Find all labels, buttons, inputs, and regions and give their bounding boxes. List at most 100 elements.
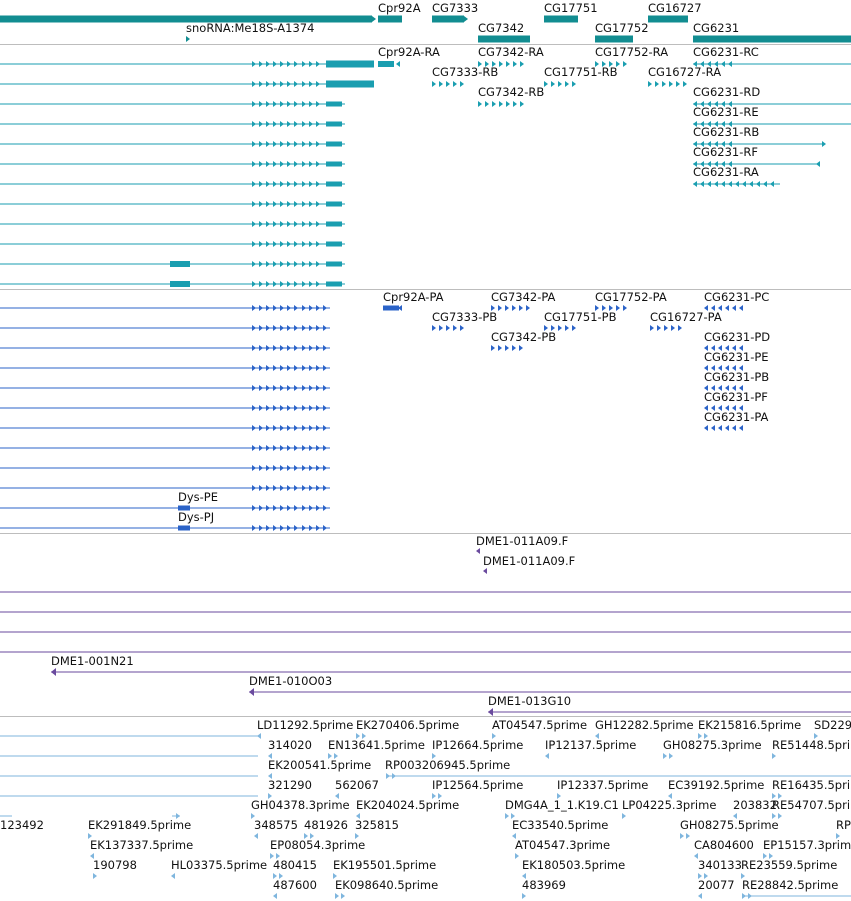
- protein-glyph[interactable]: [732, 425, 736, 431]
- transcript-glyph[interactable]: [259, 181, 263, 187]
- transcript-glyph[interactable]: [273, 181, 277, 187]
- transcript-glyph[interactable]: [572, 81, 576, 87]
- protein-glyph[interactable]: [725, 385, 729, 391]
- est-glyph[interactable]: [355, 833, 359, 839]
- gene-label[interactable]: CG17752: [595, 21, 649, 35]
- transcript-glyph[interactable]: [700, 161, 704, 167]
- est-glyph[interactable]: [276, 853, 280, 859]
- transcript-glyph[interactable]: [280, 61, 284, 67]
- transcript-glyph[interactable]: [721, 141, 725, 147]
- est-glyph[interactable]: [279, 873, 283, 879]
- protein-glyph[interactable]: [259, 305, 263, 311]
- transcript-glyph[interactable]: [294, 161, 298, 167]
- protein-glyph[interactable]: [711, 305, 715, 311]
- transcript-glyph[interactable]: [266, 121, 270, 127]
- transcript-glyph[interactable]: [294, 181, 298, 187]
- transcript-glyph[interactable]: [655, 81, 659, 87]
- protein-glyph[interactable]: [294, 465, 298, 471]
- protein-glyph[interactable]: [732, 305, 736, 311]
- est-glyph[interactable]: [432, 753, 436, 759]
- transcript-glyph[interactable]: [735, 181, 739, 187]
- transcript-glyph[interactable]: [273, 281, 277, 287]
- protein-glyph[interactable]: [294, 345, 298, 351]
- est-glyph[interactable]: [328, 753, 332, 759]
- protein-glyph[interactable]: [287, 505, 291, 511]
- transcript-glyph[interactable]: [309, 101, 313, 107]
- transcript-glyph[interactable]: [316, 181, 320, 187]
- protein-glyph[interactable]: [294, 445, 298, 451]
- transcript-glyph[interactable]: [302, 241, 306, 247]
- protein-glyph[interactable]: [302, 525, 306, 531]
- est-glyph[interactable]: [763, 853, 767, 859]
- transcript-glyph[interactable]: [623, 61, 627, 67]
- transcript-glyph[interactable]: [316, 101, 320, 107]
- protein-glyph[interactable]: [178, 505, 190, 511]
- protein-glyph[interactable]: [280, 445, 284, 451]
- transcript-glyph[interactable]: [259, 101, 263, 107]
- transcript-glyph[interactable]: [266, 221, 270, 227]
- transcript-glyph[interactable]: [669, 81, 673, 87]
- transcript-glyph[interactable]: [446, 81, 450, 87]
- transcript-glyph[interactable]: [714, 101, 718, 107]
- protein-glyph[interactable]: [616, 305, 620, 311]
- transcript-glyph[interactable]: [763, 181, 767, 187]
- protein-glyph[interactable]: [287, 525, 291, 531]
- protein-glyph[interactable]: [273, 425, 277, 431]
- protein-glyph[interactable]: [273, 505, 277, 511]
- protein-glyph[interactable]: [309, 505, 313, 511]
- protein-glyph[interactable]: [602, 305, 606, 311]
- est-label[interactable]: AT04547.5prime: [492, 718, 588, 732]
- transcript-glyph[interactable]: [266, 61, 270, 67]
- protein-glyph[interactable]: [323, 405, 327, 411]
- protein-glyph[interactable]: [732, 365, 736, 371]
- est-glyph[interactable]: [704, 733, 708, 739]
- protein-glyph[interactable]: [287, 385, 291, 391]
- protein-glyph[interactable]: [280, 345, 284, 351]
- protein-glyph[interactable]: [323, 505, 327, 511]
- est-glyph[interactable]: [698, 733, 702, 739]
- transcript-glyph[interactable]: [252, 101, 256, 107]
- protein-glyph[interactable]: [302, 425, 306, 431]
- protein-glyph[interactable]: [519, 345, 523, 351]
- protein-glyph[interactable]: [273, 465, 277, 471]
- protein-glyph[interactable]: [273, 305, 277, 311]
- protein-glyph[interactable]: [252, 505, 256, 511]
- protein-glyph[interactable]: [446, 325, 450, 331]
- protein-glyph[interactable]: [266, 365, 270, 371]
- protein-glyph[interactable]: [316, 485, 320, 491]
- transcript-glyph[interactable]: [316, 121, 320, 127]
- transcript-glyph[interactable]: [302, 141, 306, 147]
- transcript-glyph[interactable]: [513, 101, 517, 107]
- est-label[interactable]: 325815: [355, 818, 399, 832]
- est-glyph[interactable]: [334, 753, 338, 759]
- protein-glyph[interactable]: [294, 425, 298, 431]
- protein-glyph[interactable]: [316, 465, 320, 471]
- transcript-label[interactable]: CG7333-RB: [432, 65, 499, 79]
- transcript-glyph[interactable]: [316, 61, 320, 67]
- est-glyph[interactable]: [545, 753, 549, 759]
- protein-glyph[interactable]: [739, 405, 743, 411]
- transcript-glyph[interactable]: [259, 221, 263, 227]
- protein-label[interactable]: Dys-PJ: [178, 510, 215, 524]
- protein-glyph[interactable]: [725, 405, 729, 411]
- protein-glyph[interactable]: [704, 385, 708, 391]
- est-label[interactable]: AT04547.3prime: [515, 838, 611, 852]
- protein-glyph[interactable]: [323, 425, 327, 431]
- est-glyph[interactable]: [511, 813, 515, 819]
- protein-glyph[interactable]: [704, 365, 708, 371]
- transcript-glyph[interactable]: [302, 81, 306, 87]
- est-label[interactable]: EK270406.5prime: [356, 718, 460, 732]
- gene-label[interactable]: CG17751: [544, 1, 598, 15]
- transcript-glyph[interactable]: [714, 121, 718, 127]
- est-glyph[interactable]: [686, 833, 690, 839]
- transcript-glyph[interactable]: [478, 61, 482, 67]
- protein-glyph[interactable]: [252, 425, 256, 431]
- protein-glyph[interactable]: [273, 525, 277, 531]
- protein-glyph[interactable]: [718, 385, 722, 391]
- protein-glyph[interactable]: [739, 385, 743, 391]
- transcript-glyph[interactable]: [287, 261, 291, 267]
- protein-glyph[interactable]: [498, 345, 502, 351]
- transcript-glyph[interactable]: [551, 81, 555, 87]
- transcript-glyph[interactable]: [287, 141, 291, 147]
- transcript-glyph[interactable]: [309, 81, 313, 87]
